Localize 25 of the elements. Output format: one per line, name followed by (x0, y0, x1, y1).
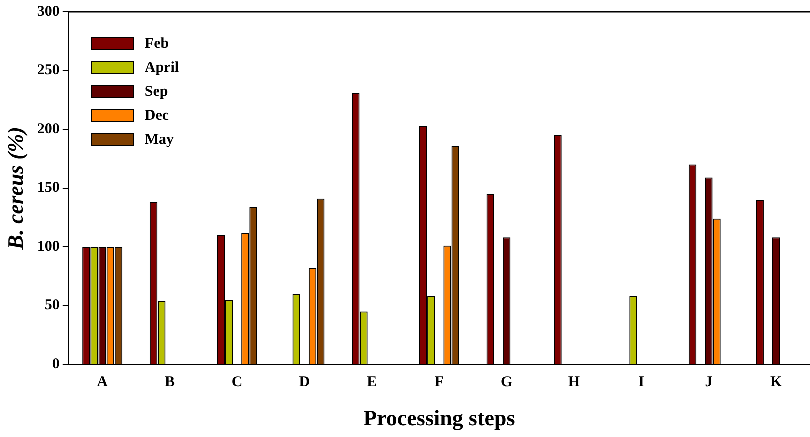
x-tick-label: J (705, 374, 714, 390)
y-tick-label: 100 (37, 238, 60, 255)
y-tick-label: 250 (37, 62, 60, 79)
x-tick-label: B (164, 374, 175, 390)
x-tick-label: A (97, 374, 108, 390)
y-tick-label: 0 (52, 356, 60, 372)
legend-label: Dec (144, 108, 170, 124)
y-tick-label: 300 (37, 4, 60, 20)
legend-label: Sep (144, 84, 168, 100)
x-tick-label: H (568, 374, 580, 390)
y-axis-title: B. cereus (%) (2, 126, 28, 251)
x-tick-label: I (638, 374, 645, 390)
x-tick-label: E (367, 374, 378, 390)
legend-label: April (144, 60, 180, 76)
x-tick-label: C (232, 374, 243, 390)
legend-label: May (144, 132, 175, 148)
y-tick-label: 200 (37, 121, 60, 138)
y-tick-label: 50 (44, 298, 60, 314)
x-axis-title: Processing steps (364, 405, 516, 430)
x-tick-label: G (500, 374, 513, 390)
x-tick-label: F (434, 374, 444, 390)
y-tick-label: 150 (37, 180, 60, 196)
legend-label: Feb (144, 36, 170, 52)
x-tick-label: D (299, 374, 310, 390)
x-tick-label: K (770, 374, 782, 390)
